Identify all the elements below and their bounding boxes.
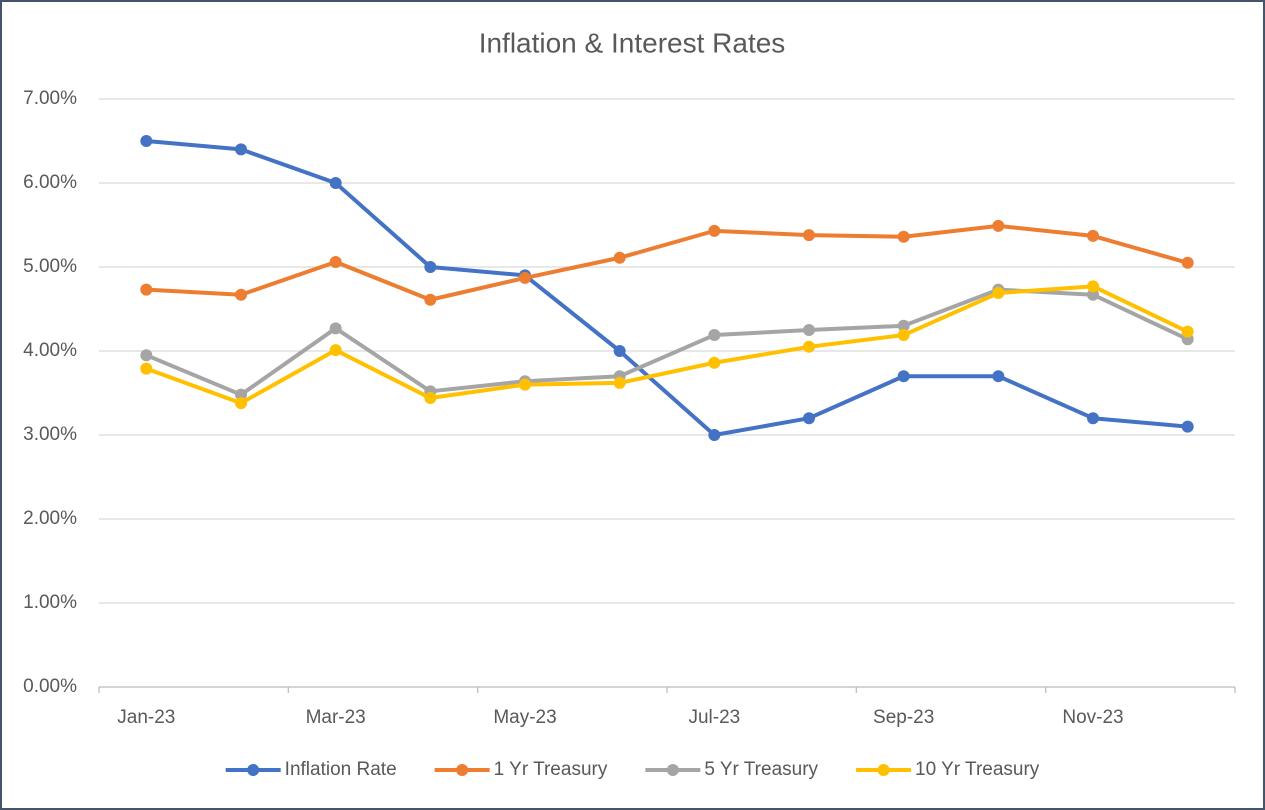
data-point — [1087, 412, 1099, 425]
data-point — [992, 219, 1005, 232]
legend-marker — [666, 764, 679, 776]
legend-label: 1 Yr Treasury — [494, 759, 608, 780]
data-point — [235, 143, 247, 156]
data-point — [235, 288, 247, 301]
data-point — [613, 376, 626, 389]
data-point — [1087, 280, 1099, 293]
data-point — [1181, 420, 1194, 433]
x-tick-label: Jul-23 — [688, 707, 740, 728]
legend-marker — [456, 764, 469, 776]
data-point — [708, 224, 721, 237]
data-point — [992, 287, 1005, 300]
legend-marker — [877, 764, 890, 776]
data-point — [803, 324, 815, 336]
data-point — [235, 397, 247, 410]
y-tick-label: 4.00% — [23, 340, 77, 361]
data-point — [235, 388, 247, 401]
data-point — [424, 261, 437, 273]
data-point — [1181, 325, 1194, 338]
data-point — [613, 251, 626, 264]
y-tick-label: 6.00% — [23, 172, 77, 193]
series-line — [144, 223, 1190, 302]
y-tick-label: 5.00% — [23, 256, 77, 277]
data-point — [803, 340, 815, 353]
data-point — [708, 429, 721, 441]
data-point — [424, 392, 437, 405]
data-point — [329, 322, 342, 335]
series-line — [144, 284, 1190, 406]
data-point — [708, 329, 721, 342]
data-point — [992, 370, 1005, 383]
data-point — [897, 319, 910, 332]
legend-label: 10 Yr Treasury — [915, 759, 1040, 780]
y-tick-label: 3.00% — [23, 424, 77, 445]
data-point — [803, 229, 815, 242]
data-point — [140, 349, 153, 362]
series-line — [144, 139, 1190, 437]
data-point — [424, 293, 437, 306]
y-tick-label: 7.00% — [23, 88, 77, 109]
data-point — [897, 370, 910, 383]
data-point — [613, 345, 626, 357]
legend-label: Inflation Rate — [285, 759, 397, 780]
data-point — [140, 362, 153, 375]
data-point — [140, 135, 153, 147]
y-tick-label: 1.00% — [23, 592, 77, 613]
data-point — [897, 329, 910, 342]
x-tick-label: Sep-23 — [873, 707, 934, 728]
data-point — [1087, 229, 1099, 242]
x-tick-label: Mar-23 — [306, 707, 366, 728]
data-point — [1087, 288, 1099, 301]
data-point — [329, 255, 342, 268]
data-point — [1181, 256, 1194, 269]
data-point — [803, 412, 815, 425]
data-point — [519, 271, 531, 284]
y-tick-label: 2.00% — [23, 508, 77, 529]
data-point — [140, 283, 153, 296]
data-point — [897, 230, 910, 243]
x-tick-label: Jan-23 — [117, 707, 175, 728]
y-tick-label: 0.00% — [23, 676, 77, 697]
chart-title: Inflation & Interest Rates — [479, 27, 786, 58]
data-point — [519, 378, 531, 391]
legend-marker — [247, 764, 260, 776]
legend-label: 5 Yr Treasury — [704, 759, 818, 780]
data-point — [329, 344, 342, 357]
data-point — [329, 177, 342, 189]
x-tick-label: Nov-23 — [1062, 707, 1123, 728]
data-point — [708, 356, 721, 369]
x-tick-label: May-23 — [493, 707, 556, 728]
